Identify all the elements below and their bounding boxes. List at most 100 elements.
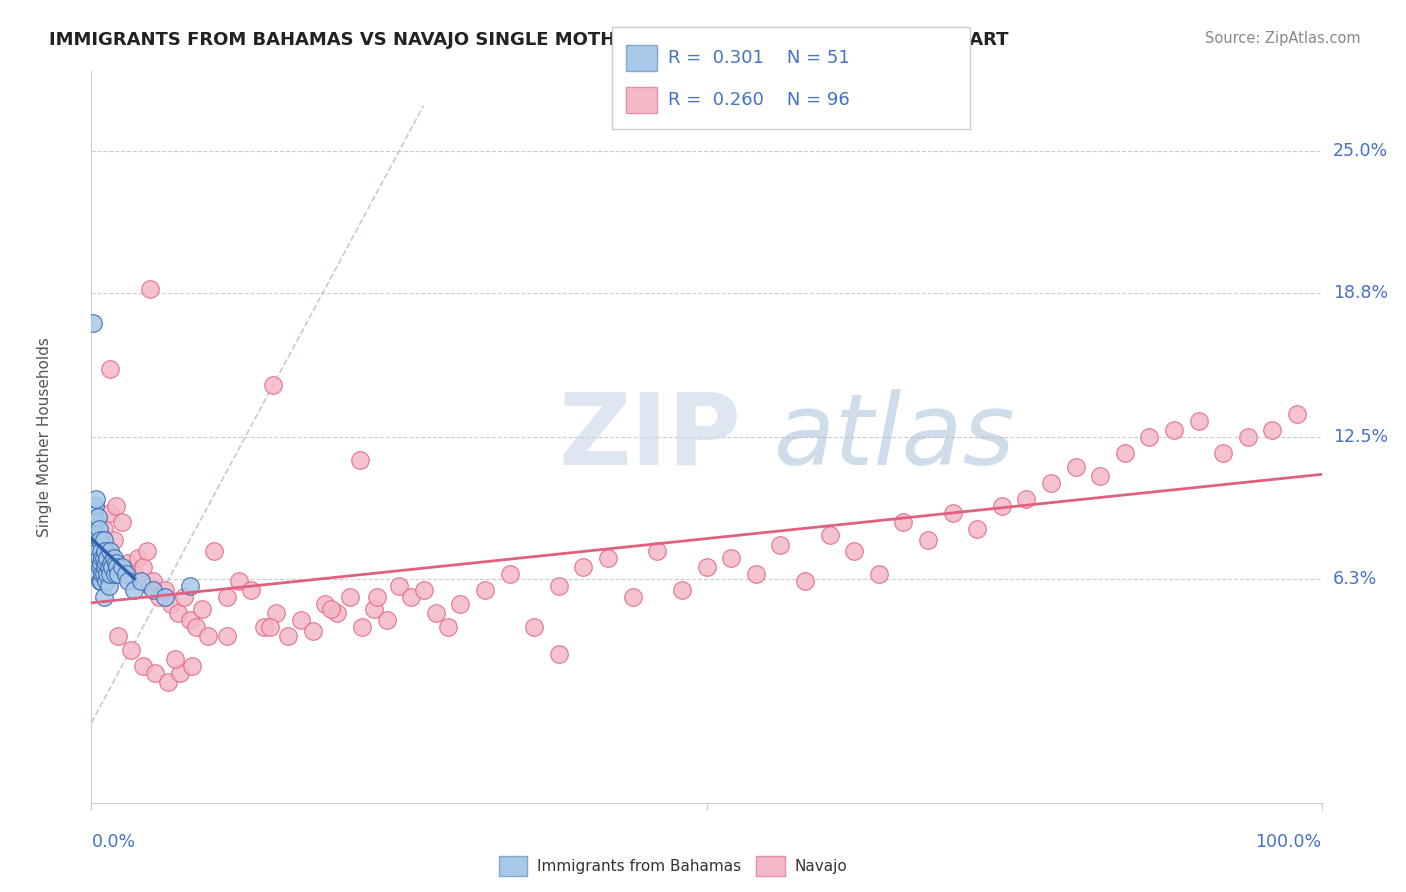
Point	[83, 537, 105, 551]
Point	[103, 551, 125, 566]
Point	[399, 590, 422, 604]
Point	[89, 533, 111, 547]
Text: Navajo: Navajo	[794, 859, 848, 873]
Point	[94, 544, 117, 558]
Point	[671, 583, 693, 598]
Point	[86, 544, 108, 558]
Point	[153, 583, 177, 598]
Point	[1114, 446, 1136, 460]
Point	[818, 528, 841, 542]
Point	[117, 556, 139, 570]
Point	[90, 574, 112, 588]
Point	[83, 506, 105, 520]
Point	[97, 560, 120, 574]
Point	[240, 583, 263, 598]
Point	[375, 613, 398, 627]
Point	[93, 590, 115, 604]
Point	[990, 499, 1012, 513]
Text: 6.3%: 6.3%	[1333, 570, 1376, 588]
Point	[166, 606, 188, 620]
Point	[941, 506, 963, 520]
Point	[93, 521, 115, 535]
Point	[793, 574, 815, 588]
Point	[139, 579, 162, 593]
Point	[156, 674, 179, 689]
Point	[547, 579, 569, 593]
Point	[769, 537, 792, 551]
Point	[82, 521, 104, 535]
Point	[145, 665, 166, 680]
Point	[1015, 491, 1038, 506]
Point	[1261, 423, 1284, 437]
Point	[745, 567, 768, 582]
Point	[523, 620, 546, 634]
Point	[142, 574, 165, 588]
Point	[96, 574, 117, 588]
Point	[891, 515, 914, 529]
Text: R =  0.260    N = 96: R = 0.260 N = 96	[668, 91, 849, 109]
Point	[1088, 469, 1111, 483]
Point	[91, 551, 114, 566]
Point	[259, 620, 281, 634]
Point	[412, 583, 434, 598]
Point	[84, 499, 107, 513]
Point	[93, 533, 115, 547]
Point	[139, 281, 162, 295]
Point	[114, 567, 138, 582]
Point	[181, 658, 204, 673]
Point	[1064, 459, 1087, 474]
Point	[720, 551, 742, 566]
Text: 0.0%: 0.0%	[91, 833, 135, 851]
Point	[621, 590, 644, 604]
Point	[290, 613, 312, 627]
Point	[96, 537, 117, 551]
Point	[93, 551, 115, 566]
Point	[105, 556, 127, 570]
Point	[86, 491, 108, 506]
Point	[179, 579, 201, 593]
Point	[498, 567, 520, 582]
Point	[301, 624, 323, 639]
Point	[262, 377, 284, 392]
Point	[645, 544, 669, 558]
Point	[228, 574, 250, 588]
Text: R =  0.301    N = 51: R = 0.301 N = 51	[668, 49, 849, 67]
Point	[90, 544, 112, 558]
Point	[132, 658, 155, 673]
Point	[277, 629, 299, 643]
Point	[104, 567, 127, 582]
Point	[98, 506, 121, 520]
Point	[191, 601, 214, 615]
Text: 100.0%: 100.0%	[1256, 833, 1322, 851]
Point	[169, 665, 191, 680]
Point	[84, 544, 107, 558]
Point	[105, 560, 128, 574]
Point	[1237, 430, 1260, 444]
Text: ZIP: ZIP	[558, 389, 742, 485]
Point	[127, 551, 149, 566]
Point	[321, 601, 343, 615]
Point	[917, 533, 939, 547]
Point	[363, 601, 385, 615]
Point	[111, 560, 134, 574]
Point	[153, 590, 177, 604]
Point	[129, 574, 152, 588]
Point	[86, 544, 108, 558]
Point	[326, 606, 349, 620]
Point	[82, 316, 104, 330]
Point	[1212, 446, 1234, 460]
Point	[215, 629, 238, 643]
Point	[101, 560, 124, 574]
Point	[97, 579, 120, 593]
Point	[1039, 475, 1063, 490]
Point	[89, 560, 111, 574]
Point	[86, 567, 108, 582]
Point	[215, 590, 238, 604]
Point	[91, 567, 114, 582]
Point	[111, 515, 134, 529]
Point	[90, 556, 112, 570]
Point	[124, 567, 146, 582]
Text: Source: ZipAtlas.com: Source: ZipAtlas.com	[1205, 31, 1361, 46]
Point	[107, 567, 129, 582]
Point	[868, 567, 890, 582]
